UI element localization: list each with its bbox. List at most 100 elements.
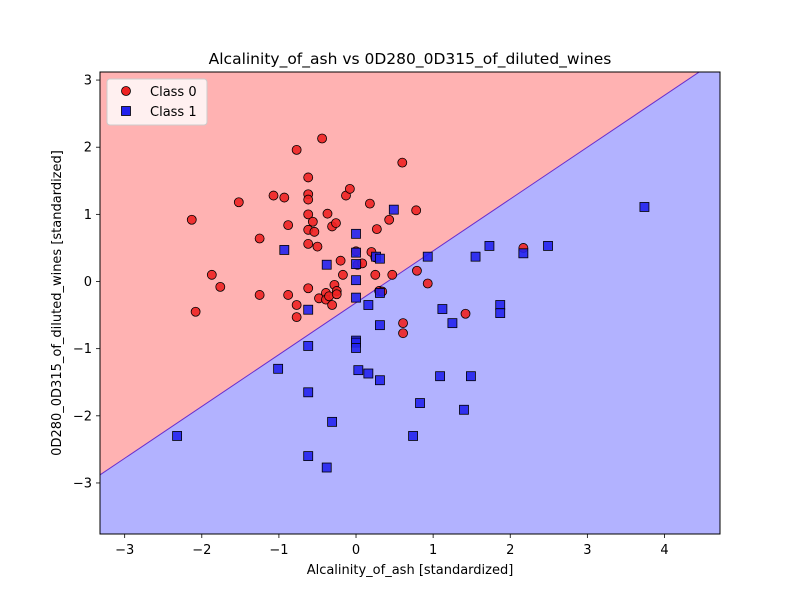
x-tick-label-5: 2 [506, 543, 514, 558]
point-class-0-12 [291, 300, 302, 310]
point-class-1-39 [518, 248, 529, 259]
point-class-0-20 [303, 283, 314, 294]
point-class-0-16 [303, 194, 314, 205]
point-class-1-11 [351, 247, 361, 258]
point-class-1-19 [363, 300, 374, 310]
y-tick-label-1: −2 [73, 409, 92, 424]
y-tick-label-2: −1 [73, 342, 92, 357]
point-class-1-32 [447, 318, 458, 329]
point-class-1-6 [303, 451, 314, 462]
point-class-1-35 [470, 251, 481, 262]
point-class-0-36 [335, 255, 346, 266]
point-class-1-3 [303, 304, 314, 315]
point-class-0-0 [186, 214, 197, 225]
point-class-0-11 [291, 144, 302, 155]
legend: Class 0 Class 1 [106, 78, 208, 126]
x-tick-label-7: 4 [660, 543, 668, 558]
point-class-0-39 [344, 183, 355, 194]
legend-marker-class-1 [121, 106, 131, 116]
point-class-1-10 [351, 228, 361, 239]
x-tick-label-4: 1 [429, 543, 437, 558]
plot-frame [99, 71, 721, 535]
point-class-1-36 [484, 241, 495, 251]
point-class-1-7 [321, 259, 332, 270]
point-class-0-57 [422, 278, 433, 289]
point-class-1-17 [351, 343, 361, 353]
y-tick-label-5: 2 [84, 141, 92, 156]
y-tick-label-6: 3 [84, 74, 92, 89]
point-class-0-35 [331, 289, 342, 300]
point-class-1-18 [353, 365, 364, 376]
x-axis: −3 −2 −1 0 1 2 3 4 [115, 534, 669, 558]
point-class-0-23 [312, 241, 323, 252]
x-tick-label-6: 3 [583, 543, 591, 558]
point-class-1-20 [363, 368, 374, 379]
point-class-0-4 [233, 197, 244, 208]
point-class-1-29 [422, 251, 433, 262]
point-class-0-54 [398, 328, 408, 339]
point-class-0-3 [215, 281, 226, 292]
legend-marker-class-0 [121, 86, 131, 96]
y-tick-label-4: 1 [84, 208, 92, 223]
x-tick-label-1: −2 [192, 543, 211, 558]
point-class-0-37 [338, 269, 348, 280]
x-tick-label-3: 0 [352, 543, 360, 558]
point-class-0-33 [331, 218, 341, 228]
point-class-0-2 [206, 269, 217, 280]
point-class-0-25 [317, 133, 327, 144]
point-class-0-1 [190, 306, 201, 317]
point-class-1-28 [415, 398, 425, 408]
y-axis-label: 0D280_0D315_of_diluted_wines [standardiz… [50, 150, 65, 456]
x-axis-label: Alcalinity_of_ash [standardized] [307, 563, 514, 578]
decision-region-class-1 [100, 72, 720, 534]
point-class-0-17 [303, 209, 314, 220]
point-class-0-6 [254, 290, 265, 300]
point-class-0-28 [322, 208, 333, 219]
point-class-1-1 [273, 363, 284, 374]
point-class-1-27 [408, 431, 418, 441]
legend-label-class-0: Class 0 [150, 85, 197, 100]
point-class-0-13 [291, 312, 302, 323]
legend-box [106, 78, 208, 126]
point-class-0-7 [268, 190, 279, 201]
point-class-1-26 [388, 204, 399, 215]
point-class-0-53 [398, 318, 408, 329]
point-class-1-34 [466, 371, 476, 382]
point-class-1-13 [351, 275, 361, 286]
point-class-0-14 [303, 172, 314, 183]
points-layer [172, 133, 650, 473]
point-class-1-5 [303, 387, 314, 398]
point-class-1-12 [351, 259, 361, 269]
legend-label-class-1: Class 1 [150, 105, 197, 120]
point-class-1-23 [375, 288, 385, 298]
point-class-1-25 [375, 375, 385, 386]
point-class-1-22 [375, 253, 385, 264]
x-tick-label-2: −1 [269, 543, 288, 558]
point-class-0-47 [371, 224, 382, 235]
point-class-0-9 [283, 220, 294, 231]
point-class-1-33 [459, 404, 469, 415]
point-class-0-51 [387, 269, 398, 280]
chart-title: Alcalinity_of_ash vs 0D280_0D315_of_dilu… [209, 50, 612, 69]
point-class-1-38 [495, 308, 506, 318]
point-class-1-30 [435, 371, 445, 382]
point-class-0-55 [411, 205, 422, 216]
point-class-1-40 [543, 241, 553, 251]
decision-boundary-line [100, 72, 701, 476]
point-class-0-22 [309, 226, 320, 237]
point-class-1-37 [495, 300, 506, 310]
point-class-1-9 [327, 416, 338, 427]
point-class-1-14 [351, 292, 361, 303]
point-class-0-19 [303, 239, 314, 249]
y-tick-label-3: 0 [84, 275, 92, 290]
point-class-0-21 [307, 216, 318, 227]
point-class-1-24 [375, 320, 385, 331]
point-class-0-56 [412, 265, 422, 276]
point-class-0-58 [460, 308, 471, 319]
y-axis: −3 −2 −1 0 1 2 3 [73, 74, 100, 491]
point-class-0-50 [384, 214, 395, 225]
point-class-0-52 [397, 157, 408, 168]
y-tick-label-0: −3 [73, 476, 92, 491]
point-class-0-10 [283, 290, 294, 300]
